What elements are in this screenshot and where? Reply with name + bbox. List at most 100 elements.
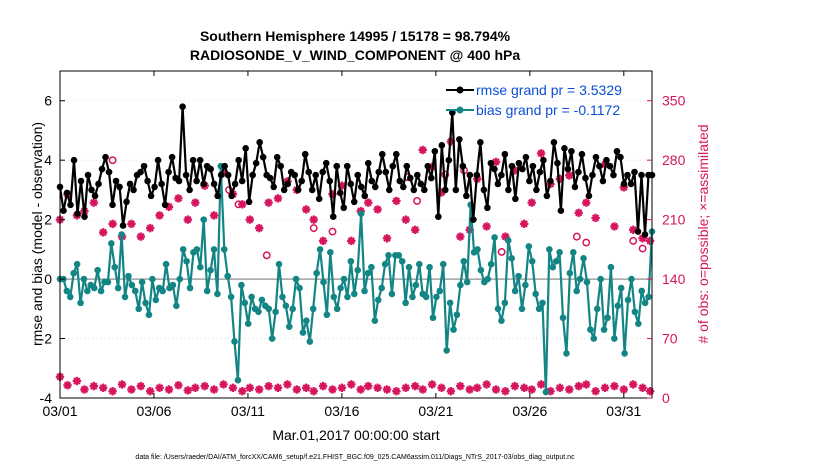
rmse-point <box>487 159 495 167</box>
bias-point <box>282 302 290 310</box>
bias-point <box>361 287 368 295</box>
rmse-point <box>399 183 407 191</box>
bias-point <box>542 388 550 396</box>
bias-point <box>409 293 416 301</box>
rmse-point <box>445 156 453 164</box>
obs-assimilated-marker <box>645 236 655 246</box>
bias-point <box>508 254 515 262</box>
bias-point <box>522 281 529 289</box>
obs-assimilated-marker <box>309 387 318 396</box>
bias-point <box>145 311 153 319</box>
y-axis-ticks: -4 -2 0 2 4 6 <box>40 93 65 406</box>
obs-assimilated-marker <box>574 208 583 218</box>
obs-assimilated-marker <box>392 387 401 396</box>
rmse-point <box>238 177 246 185</box>
rmse-point <box>571 183 579 191</box>
legend: rmse grand pr = 3.5329 bias grand pr = -… <box>446 82 622 118</box>
bias-point <box>641 299 649 307</box>
rmse-point <box>112 177 120 185</box>
obs-assimilated-marker <box>347 380 356 389</box>
bias-point <box>279 293 286 301</box>
obs-possible-marker <box>638 244 647 253</box>
bias-point <box>631 308 639 316</box>
rmse-point <box>312 171 320 179</box>
bias-point <box>292 275 300 283</box>
rmse-point <box>585 192 593 200</box>
bias-point <box>416 260 423 268</box>
rmse-point <box>161 201 169 209</box>
bias-point <box>436 287 444 295</box>
rmse-point <box>543 192 551 200</box>
obs-possible-marker <box>328 227 337 236</box>
obs-assimilated-marker <box>136 381 146 391</box>
rmse-point <box>105 168 113 176</box>
bias-point <box>118 231 125 238</box>
bias-point <box>385 252 392 259</box>
obs-assimilated-marker <box>411 381 420 391</box>
rmse-point <box>249 171 256 179</box>
bias-point <box>604 314 611 322</box>
rmse-point <box>589 171 596 179</box>
rmse-point <box>378 150 386 158</box>
bias-point <box>131 287 139 295</box>
bias-point <box>337 284 344 292</box>
obs-assimilated-marker <box>328 385 337 394</box>
obs-assimilated-marker <box>591 387 600 396</box>
bias-point <box>159 287 166 295</box>
bias-point <box>214 290 221 298</box>
bias-point <box>501 299 509 307</box>
bias-point <box>248 293 255 301</box>
obs-assimilated-marker <box>347 236 356 246</box>
bias-point <box>169 281 177 289</box>
rmse-point <box>428 174 435 182</box>
rmse-point <box>578 150 586 158</box>
obs-assimilated-marker <box>273 194 283 203</box>
obs-assimilated-marker <box>209 211 219 220</box>
rmse-point <box>67 201 74 209</box>
bias-point <box>402 299 409 307</box>
rmse-point <box>329 213 337 220</box>
obs-assimilated-marker <box>591 213 600 223</box>
rmse-series-layer <box>56 103 656 238</box>
bias-point <box>135 305 143 313</box>
y2-tick-label: 210 <box>662 212 686 228</box>
bias-point <box>566 269 574 277</box>
rmse-point <box>130 186 137 194</box>
bias-series-layer <box>56 162 656 396</box>
obs-assimilated-marker <box>264 381 273 391</box>
obs-assimilated-marker <box>283 380 292 389</box>
bias-point <box>617 284 625 292</box>
rmse-point <box>340 204 348 212</box>
bias-point <box>296 284 303 292</box>
rmse-point <box>179 103 186 110</box>
bias-point <box>573 287 581 295</box>
bias-point <box>152 296 160 304</box>
rmse-point <box>554 159 561 167</box>
bias-point <box>80 275 88 283</box>
y2-tick-label: 280 <box>662 152 686 168</box>
bias-point <box>621 350 628 357</box>
rmse-point <box>109 201 116 209</box>
rmse-point <box>91 192 99 200</box>
bias-point <box>457 281 464 289</box>
bias-point <box>114 284 122 292</box>
obs-assimilated-marker <box>401 383 411 393</box>
bias-point <box>234 376 242 384</box>
rmse-point <box>505 186 512 194</box>
bias-point <box>635 320 642 327</box>
obs-assimilated-marker <box>155 211 164 220</box>
y-tick-label: 0 <box>44 271 52 287</box>
bias-point <box>580 254 587 262</box>
bias-point <box>494 305 502 313</box>
bias-point <box>289 305 296 313</box>
obs-assimilated-marker <box>127 385 136 394</box>
rmse-point <box>154 156 162 164</box>
bias-point <box>569 249 577 256</box>
rmse-point <box>357 183 365 191</box>
obs-possible-marker <box>108 156 117 165</box>
obs-assimilated-marker <box>645 387 655 396</box>
rmse-point <box>123 198 130 206</box>
bias-point <box>108 240 115 247</box>
obs-assimilated-marker <box>136 232 146 241</box>
bias-point <box>207 266 214 274</box>
